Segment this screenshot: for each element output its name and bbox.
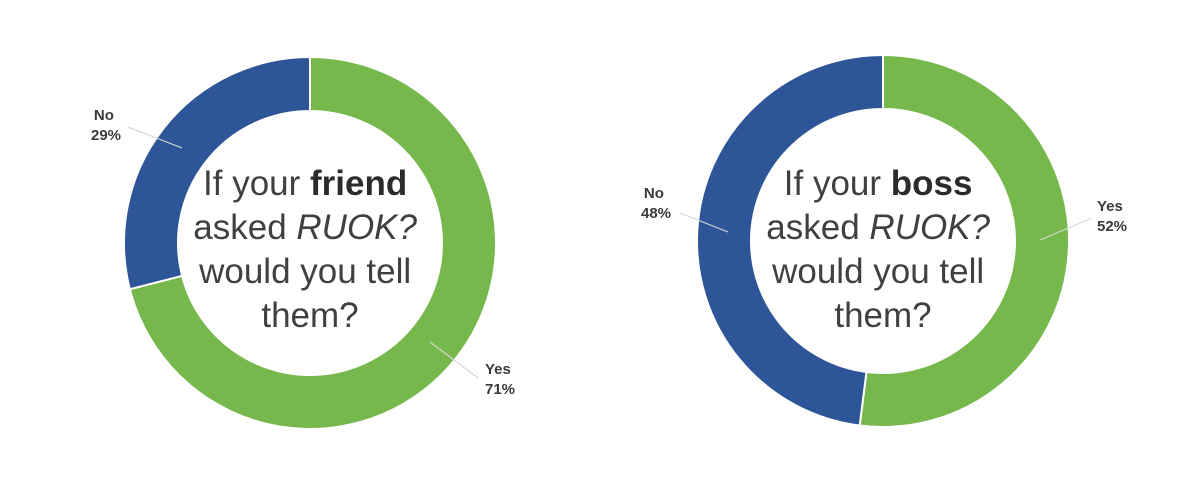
center-question: If your friend asked RUOK? would you tel… xyxy=(193,164,426,335)
slice-label-yes-value: 71% xyxy=(485,381,515,398)
slice-no xyxy=(123,55,311,291)
center-question: If your boss asked RUOK? would you tell … xyxy=(766,164,999,335)
slice-label-no-value: 48% xyxy=(641,205,671,222)
slice-label-no-name: No xyxy=(94,107,114,124)
slice-label-yes: Yes 71% xyxy=(485,361,515,398)
center-line-4: them? xyxy=(261,296,358,335)
slice-label-yes-value: 52% xyxy=(1097,218,1127,235)
leader-line-yes xyxy=(1039,217,1093,241)
center-line-1: If your friend xyxy=(203,164,407,203)
center-line-3: would you tell xyxy=(771,252,984,291)
slice-label-no: No 48% xyxy=(641,185,671,222)
leader-line-yes xyxy=(429,341,479,379)
slice-yes xyxy=(128,55,497,430)
donut-chart-friend: If your friend asked RUOK? would you tel… xyxy=(91,55,515,430)
slice-yes xyxy=(858,53,1071,428)
center-line-3: would you tell xyxy=(198,252,411,291)
slice-label-no-value: 29% xyxy=(91,127,121,144)
leader-line-no xyxy=(679,212,729,233)
slice-label-no-name: No xyxy=(644,185,664,202)
center-line-2: asked RUOK? xyxy=(766,208,990,247)
slice-label-yes: Yes 52% xyxy=(1097,198,1127,235)
slice-label-yes-name: Yes xyxy=(485,361,511,378)
slice-no xyxy=(696,53,884,427)
center-line-4: them? xyxy=(834,296,931,335)
emphasis-word: boss xyxy=(891,164,973,203)
slice-label-no: No 29% xyxy=(91,107,121,144)
leader-line-no xyxy=(127,126,183,149)
emphasis-word: friend xyxy=(310,164,407,203)
center-line-2: asked RUOK? xyxy=(193,208,417,247)
slice-label-yes-name: Yes xyxy=(1097,198,1123,215)
donut-chart-boss: If your boss asked RUOK? would you tell … xyxy=(641,53,1127,428)
center-line-1: If your boss xyxy=(784,164,973,203)
